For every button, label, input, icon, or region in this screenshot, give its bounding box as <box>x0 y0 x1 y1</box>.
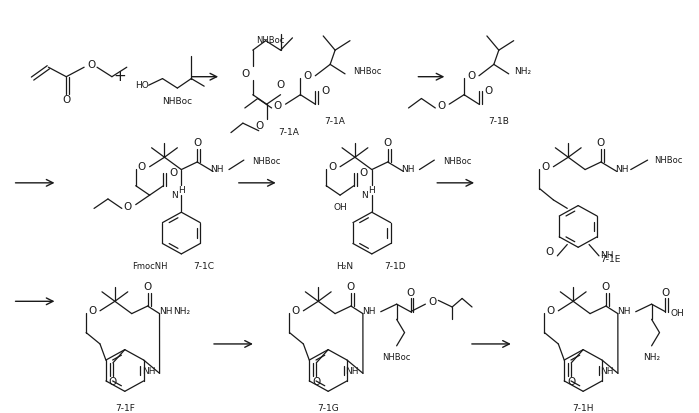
Text: O: O <box>109 377 117 387</box>
Text: O: O <box>546 306 554 316</box>
Text: NH: NH <box>142 367 155 376</box>
Text: O: O <box>143 282 152 292</box>
Text: NHBoc: NHBoc <box>162 97 192 106</box>
Text: O: O <box>87 60 95 70</box>
Text: H: H <box>178 186 185 195</box>
Text: O: O <box>276 80 284 90</box>
Text: 7-1C: 7-1C <box>194 262 215 271</box>
Text: NH₂: NH₂ <box>643 353 660 362</box>
Text: H: H <box>368 186 375 195</box>
Text: O: O <box>303 71 312 81</box>
Text: 7-1H: 7-1H <box>572 404 594 413</box>
Text: OH: OH <box>670 309 684 318</box>
Text: O: O <box>602 282 610 292</box>
Text: O: O <box>242 69 250 79</box>
Text: O: O <box>597 138 605 148</box>
Text: NH: NH <box>345 367 359 376</box>
Text: O: O <box>291 306 300 316</box>
Text: O: O <box>541 162 549 172</box>
Text: O: O <box>437 101 445 111</box>
Text: NHBoc: NHBoc <box>353 67 381 76</box>
Text: O: O <box>347 282 355 292</box>
Text: NHBoc: NHBoc <box>252 157 281 166</box>
Text: 7-1A: 7-1A <box>278 128 299 137</box>
Text: +: + <box>113 69 127 84</box>
Text: NH₂: NH₂ <box>514 67 531 76</box>
Text: O: O <box>124 202 132 211</box>
Text: O: O <box>661 288 670 298</box>
Text: O: O <box>384 138 392 148</box>
Text: O: O <box>360 169 368 178</box>
Text: O: O <box>406 288 415 298</box>
Text: O: O <box>545 247 554 257</box>
Text: O: O <box>312 377 320 387</box>
Text: N: N <box>171 191 178 199</box>
Text: O: O <box>428 297 436 307</box>
Text: NH: NH <box>210 165 224 174</box>
Text: NHBoc: NHBoc <box>443 157 471 166</box>
Text: 7-1G: 7-1G <box>317 404 339 413</box>
Text: NH: NH <box>617 307 630 316</box>
Text: O: O <box>567 377 575 387</box>
Text: H₂N: H₂N <box>336 262 354 271</box>
Text: 7-1E: 7-1E <box>600 255 621 264</box>
Text: O: O <box>169 169 178 178</box>
Text: O: O <box>467 71 475 81</box>
Text: 7-1D: 7-1D <box>384 262 405 271</box>
Text: HO: HO <box>135 81 148 90</box>
Text: O: O <box>62 95 71 105</box>
Text: NHBoc: NHBoc <box>382 353 411 362</box>
Text: 7-1F: 7-1F <box>115 404 135 413</box>
Text: O: O <box>273 101 282 111</box>
Text: NH: NH <box>615 165 628 174</box>
Text: NHBoc: NHBoc <box>256 36 284 45</box>
Text: 7-1B: 7-1B <box>489 117 510 126</box>
Text: O: O <box>88 306 96 316</box>
Text: OH: OH <box>333 203 347 212</box>
Text: O: O <box>256 121 264 131</box>
Text: NH₂: NH₂ <box>173 307 190 316</box>
Text: NH: NH <box>159 307 172 316</box>
Text: O: O <box>193 138 201 148</box>
Text: O: O <box>328 162 336 172</box>
Text: NH: NH <box>362 307 375 316</box>
Text: N: N <box>361 191 368 199</box>
Text: NH: NH <box>401 165 415 174</box>
Text: NHBoc: NHBoc <box>654 156 683 165</box>
Text: 7-1A: 7-1A <box>324 117 345 126</box>
Text: FmocNH: FmocNH <box>132 262 167 271</box>
Text: NH: NH <box>600 367 614 376</box>
Text: O: O <box>138 162 146 172</box>
Text: O: O <box>321 86 329 96</box>
Text: NH: NH <box>600 252 614 260</box>
Text: O: O <box>485 86 493 96</box>
